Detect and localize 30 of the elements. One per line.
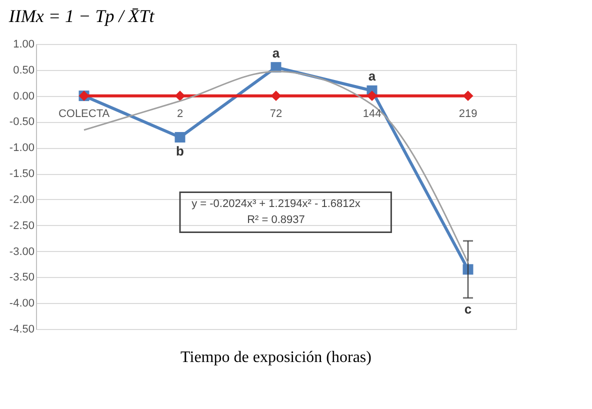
y-tick-label: -0.50: [9, 116, 34, 128]
point: [174, 90, 186, 102]
point: [174, 132, 186, 143]
y-tick-label: -3.00: [9, 246, 34, 258]
point: [462, 90, 474, 102]
x-tick-label: 219: [458, 108, 478, 120]
annotation: a: [272, 45, 280, 60]
x-tick-label: 72: [270, 108, 282, 120]
point: [270, 90, 282, 102]
y-tick-label: -4.50: [9, 324, 34, 336]
x-tick-label: 2: [176, 108, 184, 120]
x-axis-title: Tiempo de exposición (horas): [180, 349, 372, 366]
x-tick-label: COLECTA: [58, 108, 110, 120]
annotation: b: [176, 143, 184, 158]
point: [366, 90, 378, 102]
y-tick-label: 1.00: [13, 38, 34, 50]
y-tick-label: 0.50: [13, 64, 34, 76]
y-tick-label: -1.50: [9, 168, 34, 180]
y-tick-label: -2.50: [9, 220, 34, 232]
y-tick-label: -1.00: [9, 142, 34, 154]
annotation: y = -0.2024x³ + 1.2194x² - 1.6812x: [192, 198, 361, 210]
x-tick-label: 144: [362, 108, 382, 120]
chart-title: IIMx = 1 − Tp / X̄Tt: [8, 6, 156, 26]
y-tick-label: -4.00: [9, 298, 34, 310]
y-tick-label: 0.00: [13, 90, 34, 102]
y-tick-label: -2.00: [9, 194, 34, 206]
annotation: c: [464, 301, 472, 316]
y-tick-label: -3.50: [9, 272, 34, 284]
annotation: a: [368, 68, 376, 84]
annotation: R² = 0.8937: [247, 214, 305, 226]
